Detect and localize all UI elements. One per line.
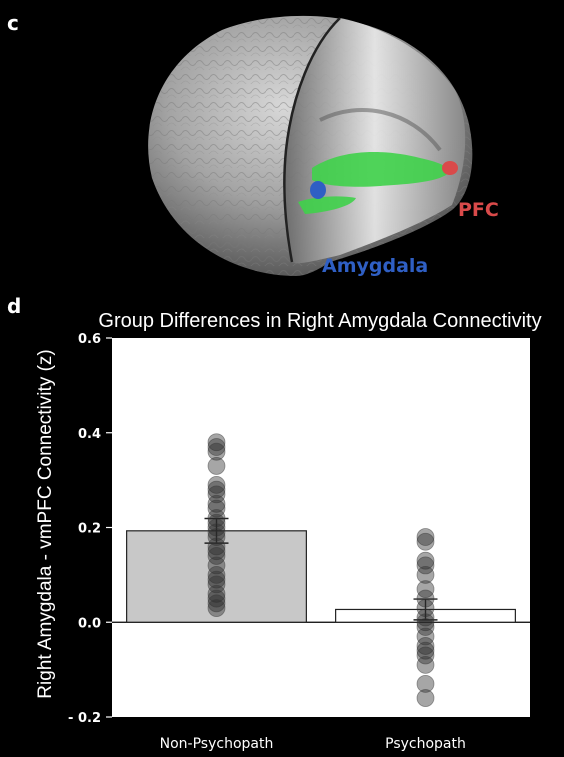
chart-title: Group Differences in Right Amygdala Conn… xyxy=(98,310,541,332)
data-point xyxy=(416,641,435,660)
panel-d: d Group Differences in Right Amygdala Co… xyxy=(7,294,542,752)
data-point xyxy=(416,627,435,646)
data-point xyxy=(416,528,435,546)
data-point xyxy=(416,589,435,608)
data-point xyxy=(207,494,226,513)
data-point xyxy=(207,480,226,499)
y-tick-label: 0.2 xyxy=(78,522,101,537)
ventricle-shadow xyxy=(319,108,442,152)
amygdala-region xyxy=(310,181,326,199)
data-point xyxy=(207,457,226,475)
data-point xyxy=(416,565,435,584)
y-tick-label: 0.0 xyxy=(78,616,101,631)
pfc-region xyxy=(442,161,458,175)
data-point xyxy=(207,565,226,584)
pfc-label: PFC xyxy=(458,199,499,221)
data-point xyxy=(416,655,435,674)
data-point xyxy=(416,689,435,707)
brain-cut-edge xyxy=(283,17,341,263)
y-tick-label: 0.6 xyxy=(78,332,101,347)
data-point xyxy=(207,513,226,532)
data-point xyxy=(207,509,226,527)
data-point xyxy=(207,438,226,456)
y-tick-label: - 0.2 xyxy=(68,711,101,726)
white-matter-tract-upper xyxy=(312,152,450,187)
data-point xyxy=(207,570,226,589)
y-tick-label: 0.4 xyxy=(78,427,101,442)
data-point xyxy=(416,637,435,655)
data-point xyxy=(207,433,226,452)
data-point xyxy=(416,599,435,617)
data-point xyxy=(207,589,226,608)
data-point xyxy=(207,499,226,518)
amygdala-label: Amygdala xyxy=(322,255,428,277)
panel-letter-d: d xyxy=(7,294,21,318)
data-point xyxy=(416,532,435,551)
white-matter-tract-lower xyxy=(298,196,356,214)
data-point xyxy=(207,475,226,494)
data-point xyxy=(416,556,435,575)
data-point xyxy=(207,485,226,504)
data-point xyxy=(207,542,226,561)
data-point xyxy=(416,618,435,636)
y-ticks: - 0.2 0.0 0.2 0.4 0.6 xyxy=(68,332,112,726)
data-point xyxy=(416,608,435,627)
data-point xyxy=(207,523,226,542)
data-point xyxy=(207,518,226,537)
plot-area xyxy=(112,338,530,717)
data-point xyxy=(207,528,226,546)
data-point xyxy=(416,551,435,570)
data-point xyxy=(416,646,435,665)
data-point xyxy=(416,580,435,598)
data-point xyxy=(416,674,435,693)
data-point xyxy=(207,556,226,575)
data-point xyxy=(207,584,226,603)
panel-letter-c: c xyxy=(7,11,19,35)
data-point xyxy=(207,575,226,594)
panel-c: c PFC Amygdala xyxy=(7,11,499,277)
data-point xyxy=(207,537,226,556)
x-tick-label: Non-Psychopath xyxy=(160,736,274,752)
data-point xyxy=(416,613,435,632)
data-point xyxy=(207,442,226,461)
data-points xyxy=(207,433,435,707)
data-point xyxy=(207,594,226,613)
x-tick-label: Psychopath xyxy=(385,736,466,752)
brain-illustration: PFC Amygdala xyxy=(148,15,499,277)
data-point xyxy=(207,599,226,617)
y-axis-label: Right Amygdala - vmPFC Connectivity (z) xyxy=(35,349,56,699)
x-ticks: Non-Psychopath Psychopath xyxy=(160,736,466,752)
data-point xyxy=(207,547,226,565)
